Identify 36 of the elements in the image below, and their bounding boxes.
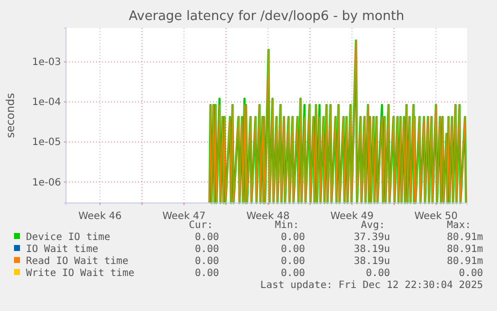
text: Last update: Fri Dec 12 22:30:04 2025: [260, 280, 483, 291]
text: 0.00: [194, 256, 219, 267]
y-tick-label: 1e-06: [32, 177, 61, 188]
x-tick-label: Week 47: [162, 211, 206, 222]
text: 0.00: [194, 244, 219, 255]
text: 0.00: [194, 268, 219, 279]
x-tick-label: Week 48: [246, 211, 290, 222]
y-axis-title: seconds: [4, 92, 17, 138]
text: 0.00: [280, 232, 305, 243]
text: 0.00: [458, 268, 483, 279]
chart-title: Average latency for /dev/loop6 - by month: [128, 9, 404, 24]
text: 80.91m: [446, 232, 483, 243]
text: 38.19u: [354, 244, 390, 255]
text: Cur:: [188, 220, 213, 231]
y-tick-label: 1e-03: [32, 57, 61, 68]
text: 38.19u: [354, 256, 390, 267]
text: 0.00: [280, 268, 305, 279]
text: 0.00: [280, 256, 305, 267]
legend-label: Write IO Wait time: [26, 268, 134, 279]
x-tick-label: Week 49: [330, 211, 374, 222]
text: Max:: [446, 220, 471, 231]
legend-label: Device IO time: [26, 232, 110, 243]
text: 80.91m: [446, 256, 483, 267]
y-tick-label: 1e-04: [32, 97, 61, 108]
text: 0.00: [280, 244, 305, 255]
text: 80.91m: [446, 244, 483, 255]
y-tick-label: 1e-05: [32, 137, 61, 148]
text: 0.00: [194, 232, 219, 243]
text: Avg:: [360, 220, 385, 231]
text: 0.00: [366, 268, 390, 279]
x-tick-label: Week 46: [78, 211, 122, 222]
text: 37.39u: [354, 232, 390, 243]
legend-label: Read IO Wait time: [26, 256, 128, 267]
x-tick-label: Week 50: [414, 211, 458, 222]
legend-label: IO Wait time: [26, 244, 98, 255]
text: Min:: [274, 220, 299, 231]
